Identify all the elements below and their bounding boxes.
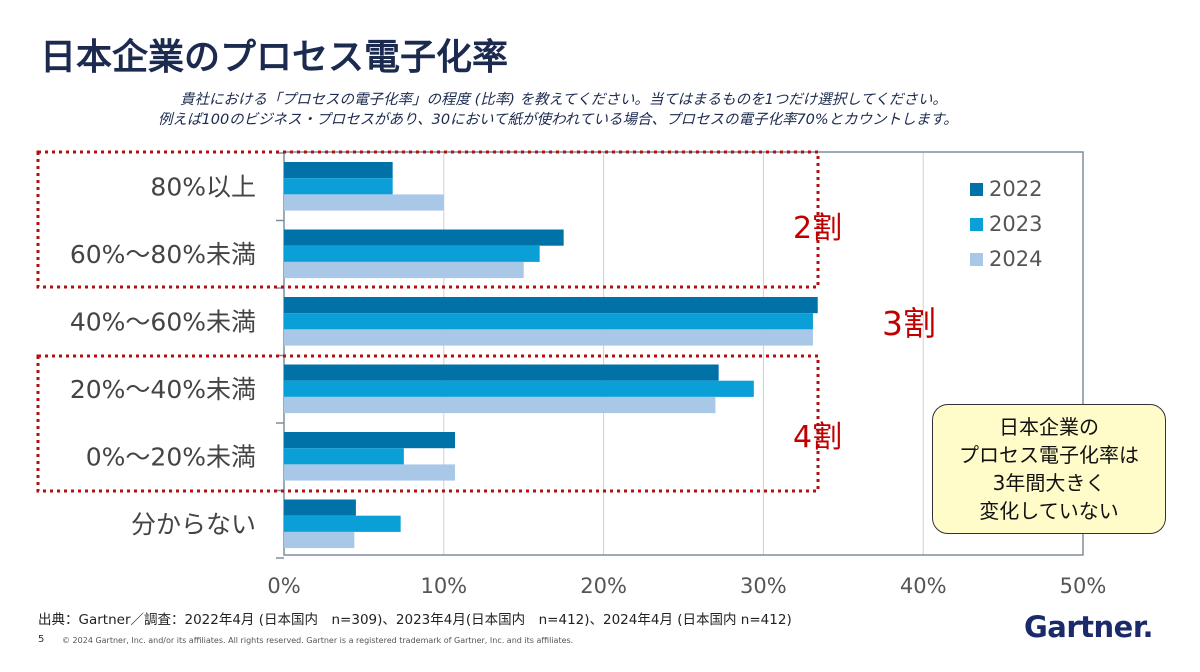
annotation-box-4wari	[36, 354, 820, 493]
bar-2024	[284, 194, 444, 211]
bar-2022	[284, 364, 719, 381]
x-tick-label: 40%	[900, 574, 947, 598]
legend-label: 2024	[989, 247, 1042, 271]
gartner-logo: Gartner.	[1024, 610, 1154, 644]
legend-swatch	[970, 253, 983, 266]
category-label: 分からない	[131, 510, 256, 539]
legend-swatch	[970, 183, 983, 196]
annotation-label: 3割	[882, 304, 936, 343]
callout-line: 3年間大きく	[992, 471, 1106, 495]
x-tick-label: 20%	[580, 574, 627, 598]
legend-swatch	[970, 218, 983, 231]
page-number: 5	[38, 634, 45, 645]
legend-label: 2022	[989, 177, 1042, 201]
copyright-text: © 2024 Gartner, Inc. and/or its affiliat…	[62, 636, 574, 645]
page-title: 日本企業のプロセス電子化率	[40, 37, 509, 78]
bar-2024	[284, 396, 716, 414]
bar-2023	[284, 178, 393, 195]
category-label: 60%～80%未満	[70, 240, 256, 269]
bar-2024	[284, 261, 524, 279]
category-label: 0%～20%未満	[86, 442, 256, 471]
logo-mark: .	[1142, 610, 1154, 644]
bar-2024	[284, 464, 455, 481]
annotation-label: 2割	[793, 211, 842, 246]
x-tick-label: 10%	[420, 574, 467, 598]
subtitle-line-2: 例えば100のビジネス・プロセスがあり、30において紙が使われている場合、プロセ…	[158, 112, 958, 128]
subtitle-line-1: 貴社における「プロセスの電子化率」の程度 (比率) を教えてください。当てはまる…	[180, 92, 947, 108]
bar-2024	[284, 531, 355, 549]
x-tick-label: 0%	[267, 574, 300, 598]
x-tick-label: 50%	[1060, 574, 1107, 598]
annotation-box-2wari	[36, 150, 820, 289]
callout-line: 変化していない	[979, 499, 1119, 523]
bar-2022	[284, 229, 564, 246]
bar-2023	[284, 245, 540, 262]
bar-2024	[284, 329, 813, 346]
callout-line: プロセス電子化率は	[959, 443, 1139, 467]
category-label: 20%～40%未満	[70, 375, 256, 404]
category-label: 80%以上	[150, 172, 256, 201]
logo-text: Gartner	[1024, 610, 1143, 644]
bar-2022	[284, 162, 393, 179]
bar-2022	[284, 297, 818, 314]
x-tick-label: 30%	[740, 574, 787, 598]
callout-line: 日本企業の	[999, 415, 1099, 439]
category-label: 40%～60%未満	[70, 307, 256, 336]
bar-chart: 0% 10% 20% 30% 40% 50% 80%以上 60%～80%未満 40%～60%未満…	[36, 150, 1107, 598]
bar-2023	[284, 313, 813, 330]
annotation-label: 4割	[793, 420, 842, 455]
bar-2023	[284, 515, 401, 532]
source-note: 出典：Gartner／調査：2022年4月 (日本国内 n=309)、2023年…	[38, 612, 792, 628]
bar-2022	[284, 499, 356, 516]
bar-2023	[284, 448, 404, 465]
callout-box: 日本企業の プロセス電子化率は 3年間大きく 変化していない	[932, 404, 1166, 534]
bar-2022	[284, 432, 455, 449]
legend-label: 2023	[989, 212, 1042, 236]
bar-2023	[284, 380, 754, 397]
